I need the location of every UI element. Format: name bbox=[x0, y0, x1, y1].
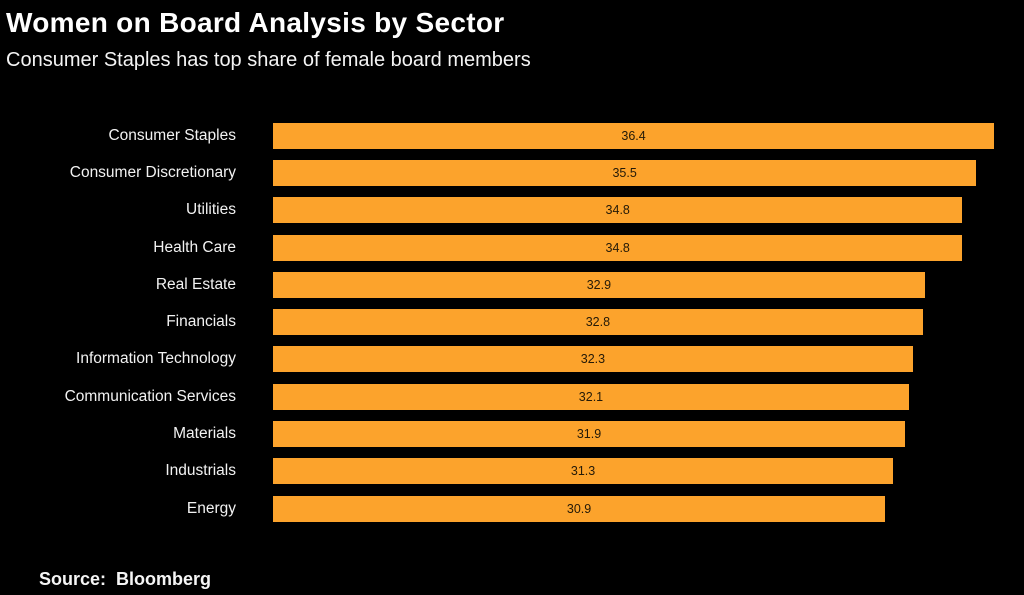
bar-value-label: 36.4 bbox=[621, 128, 646, 143]
source-label: Source: bbox=[39, 569, 107, 589]
chart-row: Energy 30.9 bbox=[0, 490, 1024, 527]
chart-row: Industrials 31.3 bbox=[0, 453, 1024, 490]
bar-track: 32.9 bbox=[273, 271, 1010, 298]
bar-value-label: 32.9 bbox=[586, 277, 612, 292]
bar-track: 31.3 bbox=[273, 458, 1010, 485]
bar-track: 36.4 bbox=[273, 122, 1010, 149]
chart-row: Materials 31.9 bbox=[0, 415, 1024, 452]
bar: 32.9 bbox=[273, 271, 925, 298]
category-label: Real Estate bbox=[155, 275, 236, 293]
category-label: Health Care bbox=[153, 238, 236, 256]
bar: 31.3 bbox=[273, 458, 894, 485]
bar-value-label: 35.5 bbox=[612, 165, 637, 180]
bar-chart: Consumer Staples 36.4 Consumer Discretiona… bbox=[0, 117, 1024, 527]
bar-value-label: 32.3 bbox=[580, 352, 606, 367]
source-line: Source: Bloomberg bbox=[39, 569, 211, 590]
chart-row: Real Estate 32.9 bbox=[0, 266, 1024, 303]
category-label: Information Technology bbox=[76, 350, 236, 368]
bar-value-label: 32.1 bbox=[578, 389, 604, 404]
bar: 34.8 bbox=[273, 234, 963, 261]
bar-track: 32.1 bbox=[273, 383, 1010, 410]
bar-value-label: 34.8 bbox=[605, 240, 630, 255]
chart-row: Financials 32.8 bbox=[0, 303, 1024, 340]
bar-value-label: 31.9 bbox=[576, 427, 602, 442]
chart-row: Utilities 34.8 bbox=[0, 192, 1024, 229]
bar: 31.9 bbox=[273, 421, 905, 448]
category-label: Consumer Staples bbox=[108, 126, 236, 144]
bar-track: 32.8 bbox=[273, 309, 1010, 336]
chart-row: Communication Services 32.1 bbox=[0, 378, 1024, 415]
bar: 36.4 bbox=[273, 122, 995, 149]
bar-track: 35.5 bbox=[273, 159, 1010, 186]
category-label: Energy bbox=[186, 499, 236, 517]
chart-row: Health Care 34.8 bbox=[0, 229, 1024, 266]
category-label: Materials bbox=[173, 425, 236, 443]
bar: 32.8 bbox=[273, 309, 923, 336]
bar: 35.5 bbox=[273, 159, 977, 186]
bar-value-label: 30.9 bbox=[566, 501, 592, 516]
category-label: Financials bbox=[166, 313, 236, 331]
bar: 32.3 bbox=[273, 346, 913, 373]
bar-track: 34.8 bbox=[273, 197, 1010, 224]
bar: 30.9 bbox=[273, 495, 886, 522]
category-label: Utilities bbox=[186, 201, 236, 219]
bar-track: 32.3 bbox=[273, 346, 1010, 373]
bar: 34.8 bbox=[273, 197, 963, 224]
chart-header: Women on Board Analysis by Sector Consum… bbox=[0, 0, 1024, 72]
bar-track: 31.9 bbox=[273, 421, 1010, 448]
category-label: Industrials bbox=[165, 462, 236, 480]
category-label: Communication Services bbox=[64, 387, 236, 405]
category-label: Consumer Discretionary bbox=[69, 163, 236, 181]
bar: 32.1 bbox=[273, 383, 909, 410]
bar-value-label: 32.8 bbox=[585, 315, 611, 330]
bar-value-label: 34.8 bbox=[605, 203, 630, 218]
chart-row: Consumer Discretionary 35.5 bbox=[0, 154, 1024, 191]
source-value: Bloomberg bbox=[116, 569, 212, 589]
bar-track: 34.8 bbox=[273, 234, 1010, 261]
chart-subtitle: Consumer Staples has top share of female… bbox=[6, 49, 531, 72]
chart-row: Information Technology 32.3 bbox=[0, 341, 1024, 378]
bar-track: 30.9 bbox=[273, 495, 1010, 522]
bar-value-label: 31.3 bbox=[570, 464, 596, 479]
chart-row: Consumer Staples 36.4 bbox=[0, 117, 1024, 154]
page-title: Women on Board Analysis by Sector bbox=[6, 7, 505, 38]
